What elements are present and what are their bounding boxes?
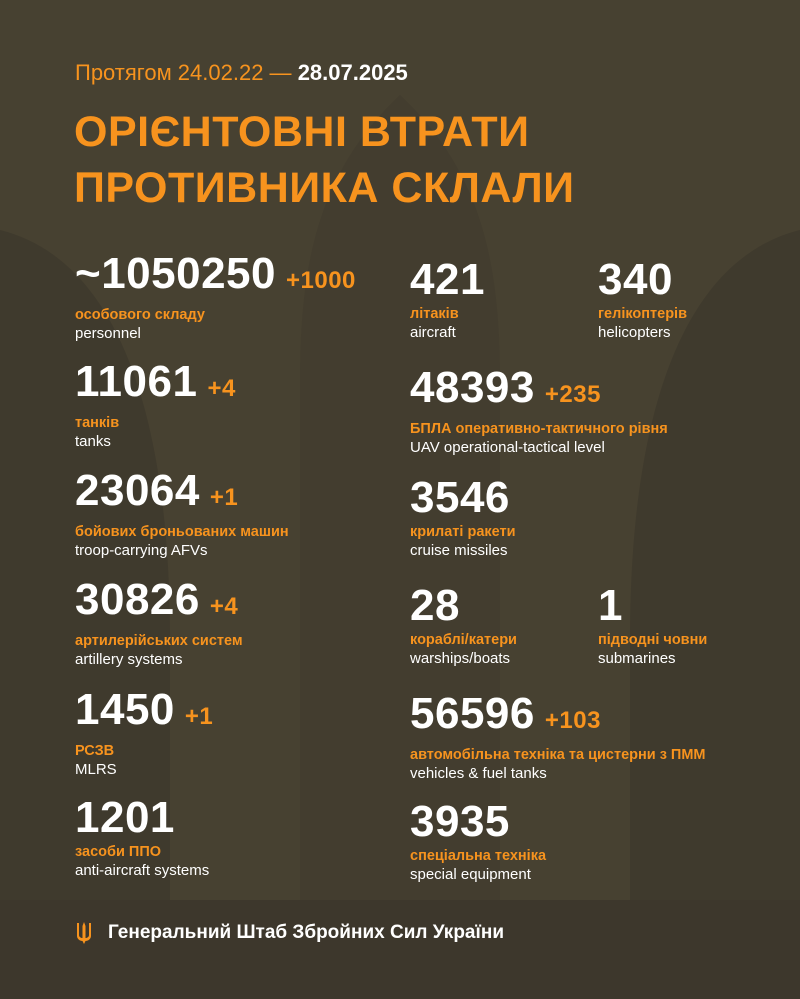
stat-submarines: 1 підводні човни submarines <box>598 581 708 668</box>
org-name: Генеральний Штаб Збройних Сил України <box>108 922 504 943</box>
stat-afv: 23064 +1 бойових броньованих машин troop-ca… <box>75 466 289 560</box>
stat-cruise-missiles: 3546 крилаті ракети cruise missiles <box>410 473 516 560</box>
stat-helicopters: 340 гелікоптерів helicopters <box>598 255 687 342</box>
stat-vehicles: 56596 +103 автомобільна техніка та цистерн… <box>410 689 706 783</box>
stat-mlrs: 1450 +1 РСЗВ MLRS <box>75 685 214 779</box>
trident-icon <box>77 922 91 944</box>
stat-aircraft: 421 літаків aircraft <box>410 255 485 342</box>
stat-air-defense: 1201 засоби ППО anti-aircraft systems <box>75 793 210 880</box>
stat-warships: 28 кораблі/катери warships/boats <box>410 581 517 668</box>
stat-artillery: 30826 +4 артилерійських систем artillery sy… <box>75 575 243 669</box>
stat-tanks: 11061 +4 танків tanks <box>75 357 236 451</box>
period: Протягом 24.02.22 — 28.07.2025 <box>75 60 408 85</box>
stat-uav: 48393 +235 БПЛА оперативно-тактичного рівн… <box>410 363 668 457</box>
footer: Генеральний Штаб Збройних Сил України <box>76 922 504 944</box>
stat-personnel: ~1050250 +1000 особового складу personnel <box>75 249 356 343</box>
page-title: ОРІЄНТОВНІ ВТРАТИ ПРОТИВНИКА СКЛАЛИ <box>74 108 575 212</box>
stat-special-equipment: 3935 спеціальна техніка special equipment <box>410 797 547 884</box>
